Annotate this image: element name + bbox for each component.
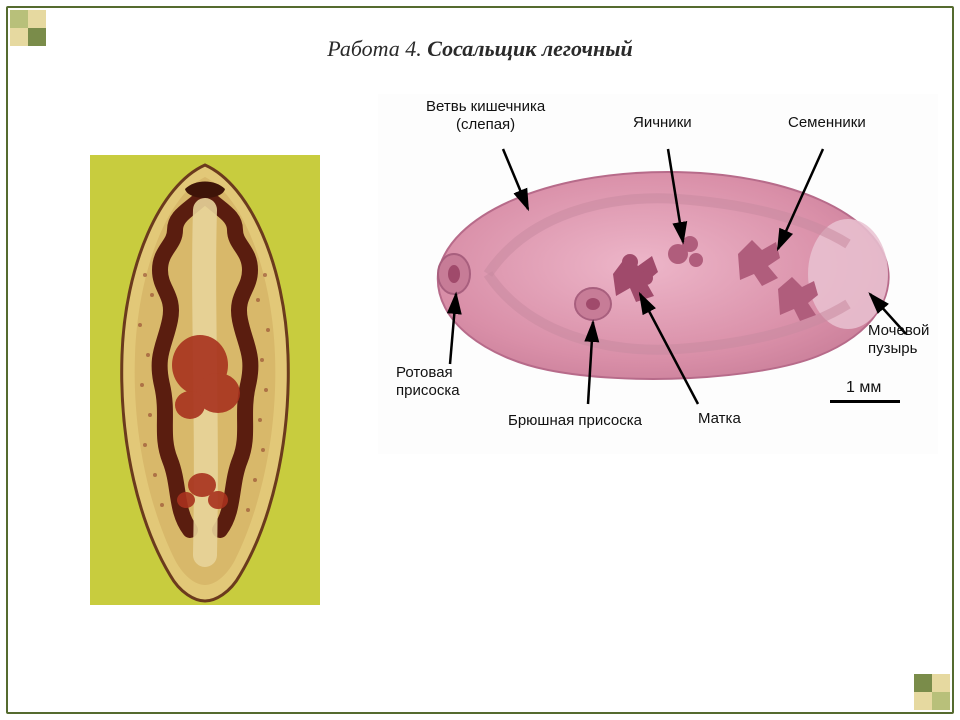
title-main: Сосальщик легочный	[427, 36, 632, 61]
label-bladder-l1: Мочевой	[868, 322, 929, 340]
label-bladder: Мочевой пузырь	[868, 322, 929, 358]
label-ventral-sucker: Брюшная присоска	[508, 412, 642, 430]
label-oral-sucker: Ротовая присоска	[396, 364, 460, 400]
label-intestine: Ветвь кишечника (слепая)	[426, 98, 545, 134]
label-ovaries: Яичники	[633, 114, 692, 132]
label-uterus: Матка	[698, 410, 741, 428]
labelled-diagram: Ветвь кишечника (слепая) Яичники Семенни…	[378, 94, 938, 454]
label-intestine-l1: Ветвь кишечника	[426, 98, 545, 116]
slide-title: Работа 4. Сосальщик легочный	[0, 36, 960, 62]
label-oral-l1: Ротовая	[396, 364, 460, 382]
scale-label: 1 мм	[846, 378, 881, 397]
label-testes: Семенники	[788, 114, 866, 132]
micrograph-image	[90, 155, 320, 605]
label-oral-l2: присоска	[396, 382, 460, 400]
scale-bar	[830, 400, 900, 403]
label-bladder-l2: пузырь	[868, 340, 929, 358]
label-intestine-l2: (слепая)	[426, 116, 545, 134]
corner-ornament-br	[898, 658, 950, 710]
title-prefix: Работа 4.	[327, 36, 422, 61]
